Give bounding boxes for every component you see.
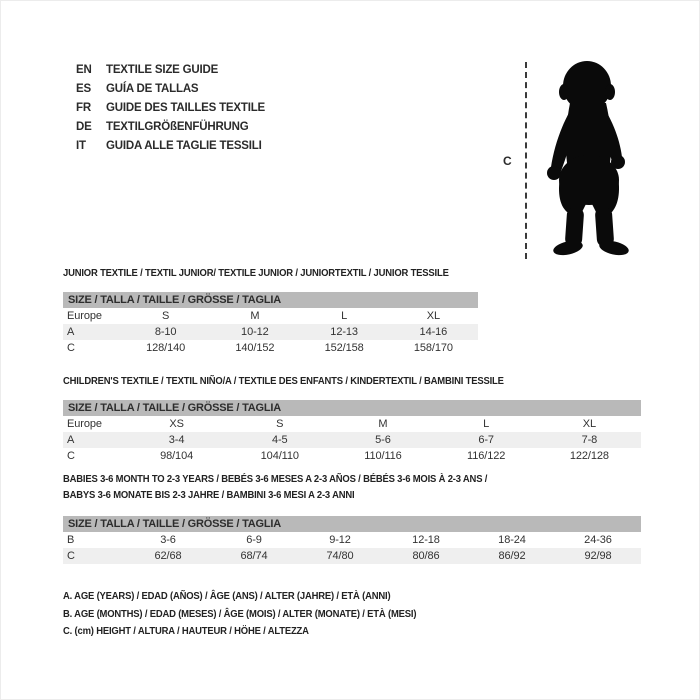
footnote-b: B. AGE (MONTHS) / EDAD (MESES) / ÂGE (MO… (63, 607, 417, 620)
height-cell: 86/92 (469, 548, 555, 564)
table-row: Europe S M L XL (63, 308, 478, 324)
size-cell: XL (426, 310, 440, 322)
junior-size-table: SIZE / TALLA / TAILLE / GRÖSSE / TAGLIA … (63, 292, 478, 356)
lang-row-it: IT GUIDA ALLE TAGLIE TESSILI (76, 137, 265, 156)
age-cell: 3-6 (160, 534, 176, 546)
height-cell: 98/104 (160, 450, 194, 462)
table-row: C 98/104 104/110 110/116 116/122 122/128 (63, 448, 641, 464)
junior-section-title: JUNIOR TEXTILE / TEXTIL JUNIOR/ TEXTILE … (63, 267, 449, 279)
lang-code: FR (76, 102, 91, 114)
row-label: B (67, 534, 75, 546)
age-cell: 10-12 (210, 324, 300, 340)
row-label: A (63, 432, 125, 448)
table-row: A 3-4 4-5 5-6 6-7 7-8 (63, 432, 641, 448)
height-cell: 68/74 (211, 548, 297, 564)
size-cell: S (276, 418, 284, 430)
age-cell: 14-16 (388, 324, 478, 340)
row-label: Europe (67, 310, 102, 322)
table-row: B 3-6 6-9 9-12 12-18 18-24 24-36 (63, 532, 641, 548)
height-cell: 92/98 (555, 548, 641, 564)
children-section-title: CHILDREN'S TEXTILE / TEXTIL NIÑO/A / TEX… (63, 375, 504, 387)
row-label: C (63, 548, 125, 564)
size-cell: S (162, 310, 170, 322)
junior-table-header: SIZE / TALLA / TAILLE / GRÖSSE / TAGLIA (63, 292, 478, 308)
lang-label: GUIDE DES TAILLES TEXTILE (106, 102, 265, 114)
height-cell: 104/110 (260, 450, 299, 462)
size-cell: XL (582, 418, 596, 430)
babies-title-line2: BABYS 3-6 MONATE BIS 2-3 JAHRE / BAMBINI… (63, 489, 355, 501)
height-cell: 80/86 (383, 548, 469, 564)
height-cell: 158/170 (413, 342, 453, 354)
lang-row-de: DE TEXTILGRÖßENFÜHRUNG (76, 118, 265, 137)
lang-row-fr: FR GUIDE DES TAILLES TEXTILE (76, 99, 265, 118)
height-cell: 122/128 (569, 450, 609, 462)
size-cell: L (483, 418, 490, 430)
row-label: Europe (67, 418, 102, 430)
table-row: Europe XS S M L XL (63, 416, 641, 432)
row-label: C (67, 342, 75, 354)
lang-code: IT (76, 140, 86, 152)
age-cell: 18-24 (498, 534, 526, 546)
size-cell: XS (169, 418, 184, 430)
table-row: C 128/140 140/152 152/158 158/170 (63, 340, 478, 356)
language-list: EN TEXTILE SIZE GUIDE ES GUÍA DE TALLAS … (76, 61, 265, 156)
lang-row-es: ES GUÍA DE TALLAS (76, 80, 265, 99)
babies-size-table: SIZE / TALLA / TAILLE / GRÖSSE / TAGLIA … (63, 516, 641, 564)
babies-section-title: BABIES 3-6 MONTH TO 2-3 YEARS / BEBÉS 3-… (63, 471, 487, 503)
table-row: A 8-10 10-12 12-13 14-16 (63, 324, 478, 340)
lang-label: GUÍA DE TALLAS (106, 83, 199, 95)
babies-title-line1: BABIES 3-6 MONTH TO 2-3 YEARS / BEBÉS 3-… (63, 473, 488, 485)
age-cell: 6-7 (434, 432, 538, 448)
table-row: C 62/68 68/74 74/80 80/86 86/92 92/98 (63, 548, 641, 564)
size-cell: M (250, 310, 260, 322)
height-cell: 116/122 (467, 450, 506, 462)
age-cell: 24-36 (584, 534, 612, 546)
footnote-c: C. (cm) HEIGHT / ALTURA / HAUTEUR / HÖHE… (63, 625, 309, 637)
lang-label: TEXTILGRÖßENFÜHRUNG (106, 121, 249, 133)
age-cell: 12-18 (412, 534, 440, 546)
height-measure-label: C (503, 154, 512, 168)
age-cell: 8-10 (121, 324, 211, 340)
age-cell: 5-6 (331, 432, 435, 448)
height-cell: 74/80 (297, 548, 383, 564)
size-cell: L (341, 310, 348, 322)
children-size-table: SIZE / TALLA / TAILLE / GRÖSSE / TAGLIA … (63, 400, 641, 464)
row-label: C (67, 450, 75, 462)
lang-code: EN (76, 64, 92, 76)
row-label: A (63, 324, 121, 340)
height-measure-dashed-line (525, 62, 527, 259)
lang-label: GUIDA ALLE TAGLIE TESSILI (106, 140, 262, 152)
age-cell: 6-9 (246, 534, 262, 546)
footnote-a: A. AGE (YEARS) / EDAD (AÑOS) / ÂGE (ANS)… (63, 590, 391, 602)
babies-table-header: SIZE / TALLA / TAILLE / GRÖSSE / TAGLIA (63, 516, 641, 532)
height-cell: 140/152 (235, 342, 275, 354)
height-cell: 128/140 (146, 342, 186, 354)
height-cell: 152/158 (324, 342, 364, 354)
age-cell: 12-13 (299, 324, 389, 340)
lang-code: DE (76, 121, 92, 133)
size-cell: M (378, 418, 388, 430)
height-cell: 110/116 (364, 450, 402, 462)
legend-footnotes: A. AGE (YEARS) / EDAD (AÑOS) / ÂGE (ANS)… (63, 588, 416, 641)
age-cell: 4-5 (228, 432, 332, 448)
baby-silhouette-icon (547, 61, 629, 256)
age-cell: 9-12 (329, 534, 351, 546)
age-cell: 7-8 (537, 432, 641, 448)
age-cell: 3-4 (125, 432, 229, 448)
children-table-header: SIZE / TALLA / TAILLE / GRÖSSE / TAGLIA (63, 400, 641, 416)
height-cell: 62/68 (125, 548, 211, 564)
lang-label: TEXTILE SIZE GUIDE (106, 64, 219, 76)
lang-code: ES (76, 83, 91, 95)
lang-row-en: EN TEXTILE SIZE GUIDE (76, 61, 265, 80)
